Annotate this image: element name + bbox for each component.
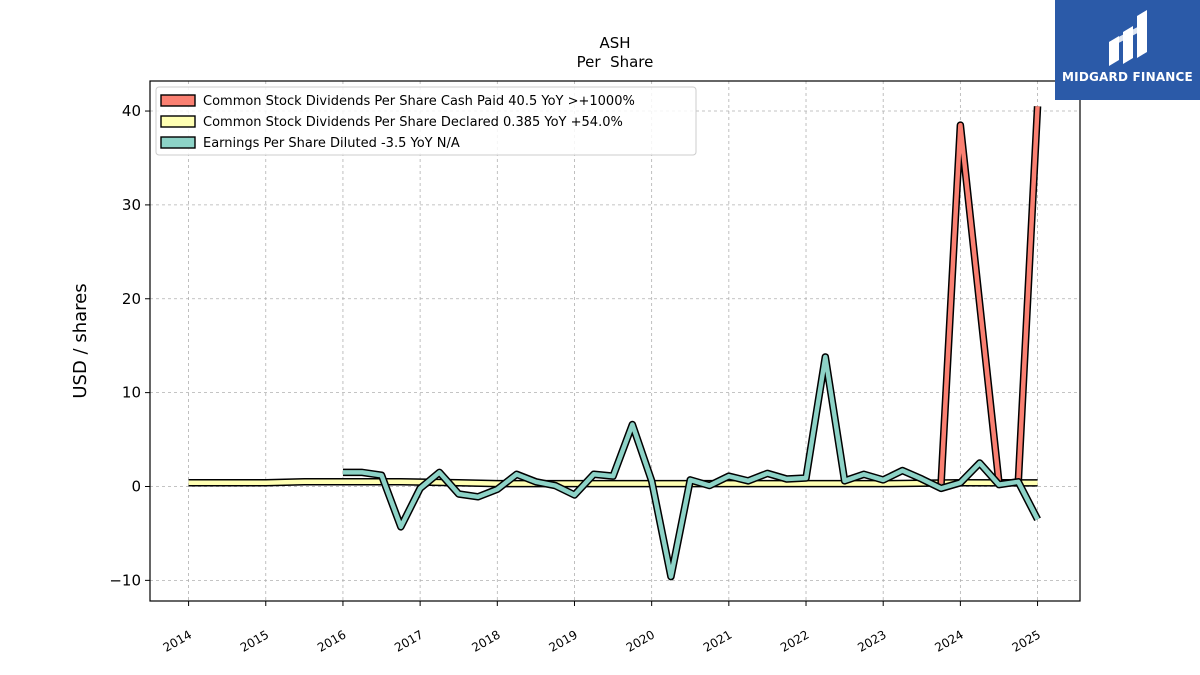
- x-tick-label: 2015: [238, 627, 271, 654]
- legend-swatch: [160, 136, 196, 149]
- y-tick-label: 30: [122, 196, 141, 214]
- legend-swatch: [160, 94, 196, 107]
- plot-frame: [149, 80, 1081, 602]
- chart-subtitle: Per Share: [577, 53, 654, 71]
- brand-logo: MIDGARD FINANCE: [1055, 0, 1200, 100]
- series-line-outline: [342, 353, 1041, 581]
- x-tick-label: 2020: [624, 627, 657, 654]
- brand-mark-icon: [1109, 10, 1147, 66]
- legend: Common Stock Dividends Per Share Cash Pa…: [155, 86, 697, 156]
- series-1: [937, 106, 1042, 487]
- legend-swatch: [160, 115, 196, 128]
- series-line: [188, 479, 1038, 486]
- x-tick-label: 2019: [547, 627, 580, 654]
- legend-label: Common Stock Dividends Per Share Declare…: [203, 115, 623, 130]
- x-tick-label: 2023: [855, 627, 888, 654]
- axes: 2014 2015 2016 2017 2018 2019 2020 2021 2022 2023…: [109, 102, 1043, 655]
- x-tick-label: 2014: [161, 627, 194, 654]
- series-3: [342, 353, 1041, 581]
- y-tick-label: 20: [122, 290, 141, 308]
- x-tick-label: 2022: [778, 627, 811, 654]
- grid-lines: [150, 81, 1080, 601]
- series-2: [188, 478, 1038, 488]
- y-axis-label: USD / shares: [70, 283, 91, 398]
- x-tick-label: 2018: [469, 627, 502, 654]
- chart-title: ASH: [599, 34, 630, 52]
- y-tick-label: 0: [131, 477, 141, 495]
- y-tick-label: −10: [109, 571, 141, 589]
- legend-label: Earnings Per Share Diluted -3.5 YoY N/A: [203, 136, 460, 151]
- legend-box: [155, 86, 697, 156]
- legend-label: Common Stock Dividends Per Share Cash Pa…: [203, 94, 635, 109]
- series-layer: [188, 106, 1042, 581]
- x-tick-label: 2021: [701, 627, 734, 654]
- series-line: [342, 354, 1040, 579]
- y-tick-label: 40: [122, 102, 141, 120]
- x-tick-label: 2024: [932, 627, 965, 654]
- x-tick-label: 2025: [1010, 627, 1043, 654]
- x-tick-label: 2017: [392, 627, 425, 654]
- y-tick-label: 10: [122, 384, 141, 402]
- brand-name: MIDGARD FINANCE: [1062, 70, 1193, 84]
- x-tick-label: 2016: [315, 627, 348, 654]
